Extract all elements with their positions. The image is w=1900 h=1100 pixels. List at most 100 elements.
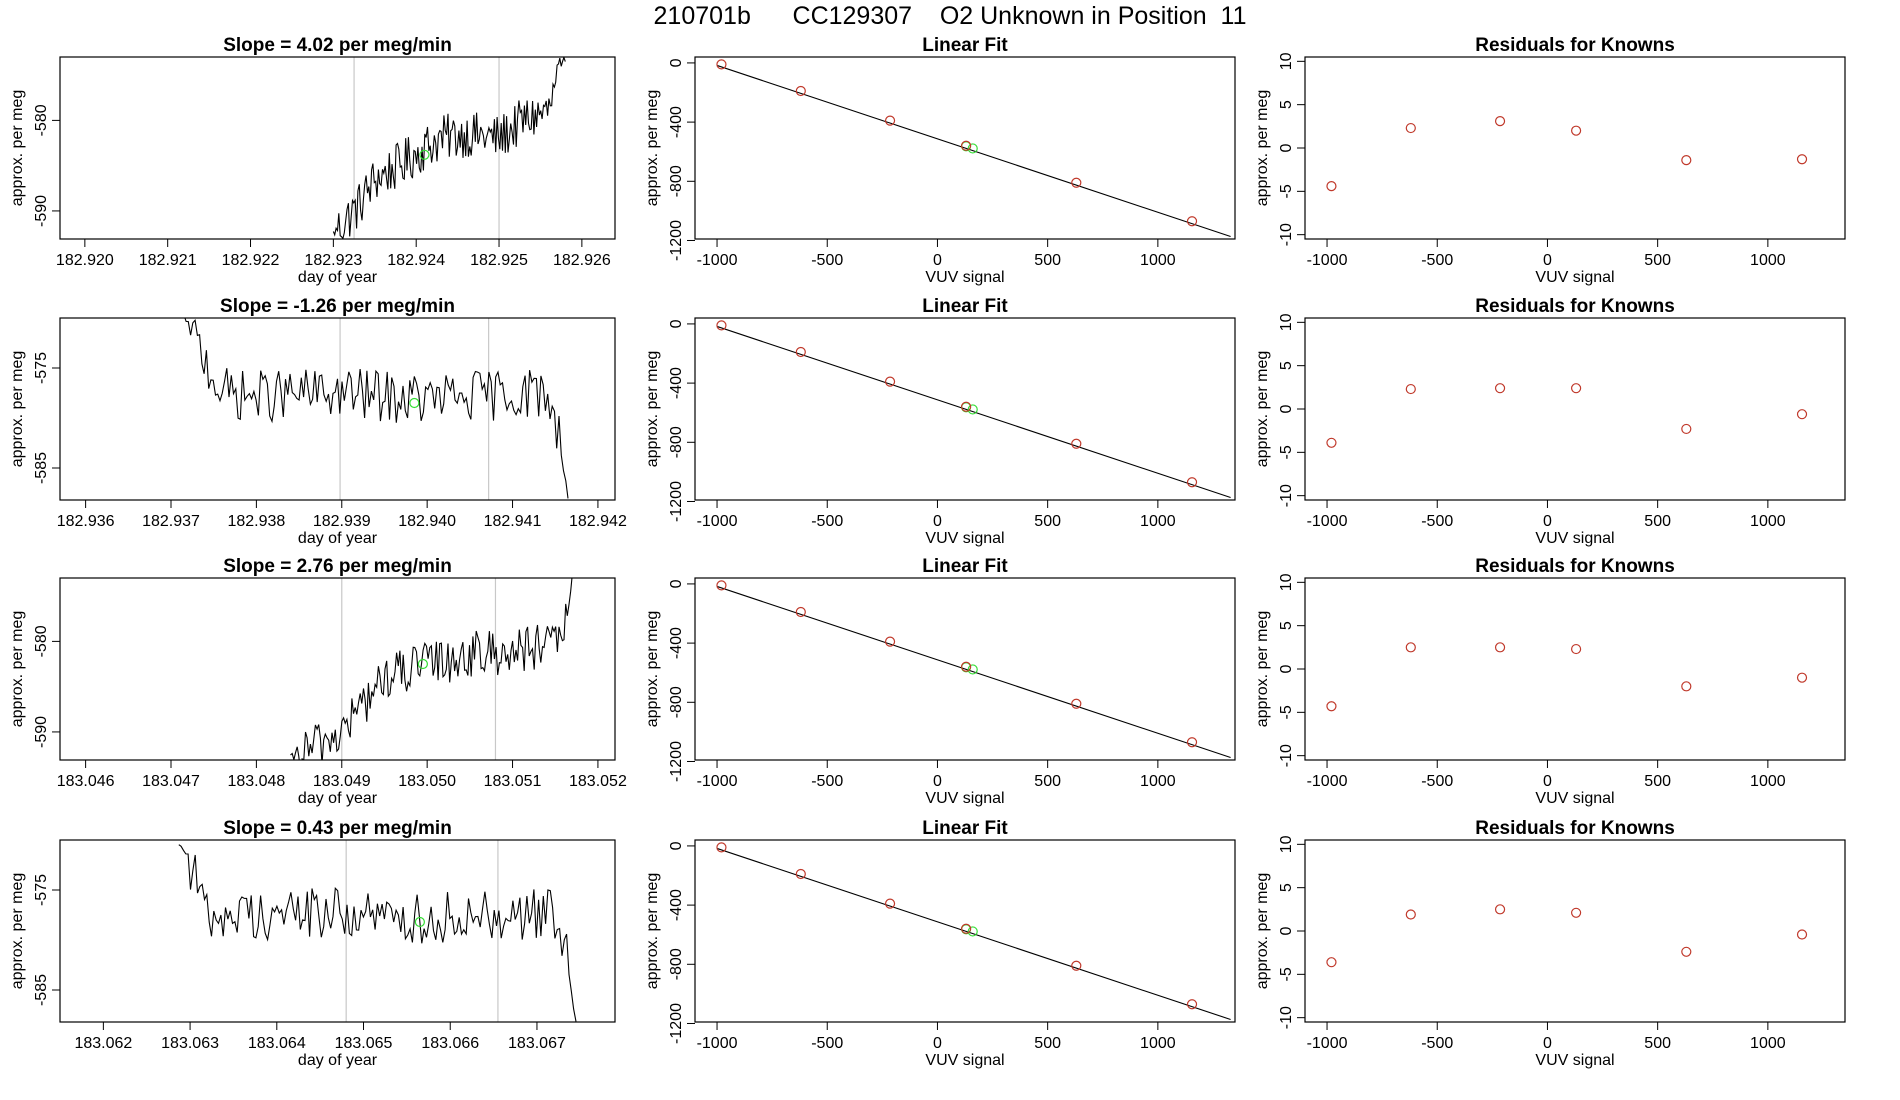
data-point <box>1071 177 1082 188</box>
plot-frame <box>1304 56 1846 240</box>
data-point <box>1571 383 1582 394</box>
y-tick-label: 5 <box>1278 621 1295 630</box>
y-tick-label: -590 <box>33 195 50 227</box>
data-point <box>1796 154 1808 165</box>
x-tick-label: 183.063 <box>161 1035 219 1052</box>
plot-frame <box>59 56 616 240</box>
unknown-point <box>967 926 978 937</box>
x-tick-label: 183.046 <box>57 773 115 790</box>
x-tick-label: 183.066 <box>421 1035 479 1052</box>
y-tick-label: 5 <box>1278 361 1295 370</box>
panel-time-series-row-1: Slope = 4.02 per meg/min 182.920 182.921 18… <box>9 35 616 286</box>
y-tick-label: 0 <box>1278 926 1295 935</box>
x-tick-label: 0 <box>1543 773 1552 790</box>
fit-line <box>716 585 1231 759</box>
plot-frame <box>694 56 1236 240</box>
data-point <box>795 346 806 358</box>
x-tick-label: -1000 <box>1307 1035 1348 1052</box>
y-tick-label: 0 <box>668 58 685 67</box>
x-axis-label: VUV signal <box>1535 530 1614 547</box>
y-tick-label: -10 <box>1278 484 1295 507</box>
data-point <box>1494 383 1506 394</box>
panel-residuals-row-4: Residuals for Knowns -1000 -500 0 500 1000 VUV… <box>1254 818 1846 1069</box>
x-tick-label: 182.921 <box>139 252 197 269</box>
x-tick-label: 0 <box>1543 252 1552 269</box>
x-tick-label: 1000 <box>1140 1035 1176 1052</box>
y-tick-label: -400 <box>668 367 685 399</box>
x-tick-label: -1000 <box>697 513 738 530</box>
x-tick-label: -500 <box>1421 773 1453 790</box>
y-axis-label: approx. per meg <box>644 611 661 728</box>
data-point <box>1796 929 1808 940</box>
y-tick-label: -1200 <box>668 741 685 782</box>
panel-title: Residuals for Knowns <box>1475 556 1675 577</box>
y-tick-label: -1200 <box>668 220 685 261</box>
y-axis-label: approx. per meg <box>9 90 26 207</box>
data-point <box>795 85 806 97</box>
x-tick-label: 0 <box>933 773 942 790</box>
unknown-point <box>967 664 978 675</box>
y-tick-label: -400 <box>668 106 685 138</box>
y-tick-label: -1200 <box>668 481 685 522</box>
x-tick-label: -1000 <box>697 1035 738 1052</box>
data-point <box>716 59 727 70</box>
plot-area <box>1326 383 1808 448</box>
x-tick-label: 182.938 <box>227 513 285 530</box>
x-tick-label: 182.942 <box>569 513 627 530</box>
y-tick-label: 10 <box>1278 52 1295 70</box>
panel-title: Linear Fit <box>922 556 1008 577</box>
x-axis-label: VUV signal <box>925 530 1004 547</box>
x-tick-label: -500 <box>1421 252 1453 269</box>
y-axis-label: approx. per meg <box>1254 351 1271 468</box>
plot-frame <box>694 577 1236 761</box>
data-point <box>1405 122 1416 134</box>
figure-title: 210701b CC129307 O2 Unknown in Position … <box>653 2 1247 30</box>
y-axis-label: approx. per meg <box>9 611 26 728</box>
data-point <box>1571 643 1582 655</box>
x-tick-label: 182.923 <box>304 252 362 269</box>
y-axis-label: approx. per meg <box>644 90 661 207</box>
x-tick-label: 182.939 <box>313 513 371 530</box>
y-tick-label: 10 <box>1278 573 1295 591</box>
y-tick-label: 10 <box>1278 835 1295 853</box>
x-tick-label: 1000 <box>1750 513 1786 530</box>
x-axis-label: day of year <box>298 790 378 807</box>
x-tick-label: 183.065 <box>335 1035 393 1052</box>
y-tick-label: -5 <box>1278 967 1295 981</box>
data-point <box>1405 383 1416 395</box>
plot-frame <box>694 317 1236 501</box>
data-point <box>1071 438 1082 449</box>
y-tick-label: -800 <box>668 948 685 980</box>
x-tick-label: 183.067 <box>508 1035 566 1052</box>
highlight-point <box>417 658 428 670</box>
data-point <box>1681 155 1692 166</box>
data-point <box>884 376 896 387</box>
x-tick-label: 500 <box>1644 252 1671 269</box>
x-tick-label: 1000 <box>1140 513 1176 530</box>
panel-title: Slope = 4.02 per meg/min <box>223 35 452 56</box>
x-tick-label: 183.064 <box>248 1035 306 1052</box>
plot-frame <box>1304 577 1846 761</box>
y-axis-label: approx. per meg <box>1254 873 1271 990</box>
y-axis-label: approx. per meg <box>644 873 661 990</box>
y-tick-label: -400 <box>668 889 685 921</box>
x-tick-label: 0 <box>933 1035 942 1052</box>
x-tick-label: -1000 <box>1307 513 1348 530</box>
y-tick-label: -1200 <box>668 1003 685 1044</box>
x-axis-label: VUV signal <box>1535 269 1614 286</box>
x-axis-label: day of year <box>298 530 378 547</box>
x-tick-label: 1000 <box>1140 252 1176 269</box>
x-tick-label: 183.050 <box>398 773 456 790</box>
plot-frame <box>59 317 616 501</box>
x-tick-label: 183.052 <box>569 773 627 790</box>
x-tick-label: 500 <box>1644 513 1671 530</box>
data-point <box>1571 125 1582 136</box>
data-point <box>1405 909 1416 920</box>
plot-frame <box>694 839 1236 1023</box>
data-point <box>795 606 806 618</box>
plot-area <box>1326 642 1808 712</box>
x-tick-label: -500 <box>811 1035 843 1052</box>
